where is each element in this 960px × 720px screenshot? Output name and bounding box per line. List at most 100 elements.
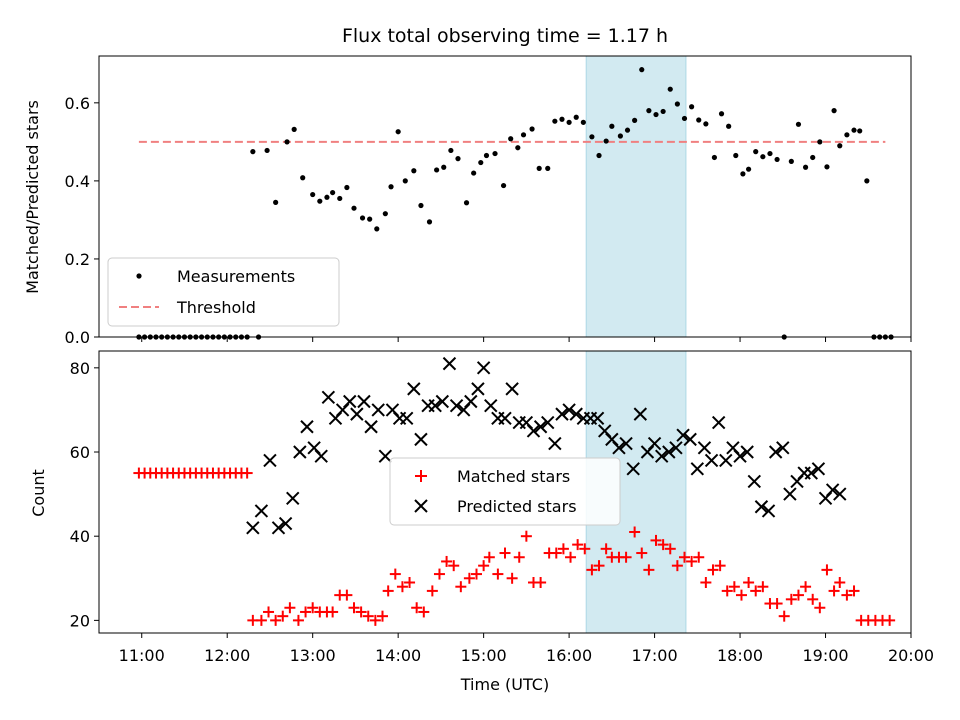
measurement-point [603,138,609,144]
measurement-point [471,170,477,176]
measurement-point [455,156,461,162]
measurement-point [529,126,535,132]
predicted-star-point [662,445,676,459]
matched-star-point [693,551,705,563]
matched-star-point [700,576,712,588]
predicted-star-point [498,411,512,426]
legend-matched-marker [415,470,427,482]
matched-star-point [807,593,819,605]
matched-star-point [355,606,367,618]
bottom-legend-box [389,457,621,526]
measurement-point [483,152,490,159]
matched-star-point [671,560,683,572]
matched-star-point [750,585,762,597]
predicted-star-point [300,420,314,434]
predicted-star-point [476,361,491,375]
legend-threshold-label: Threshold [176,298,256,317]
measurement-point [344,184,350,191]
measurement-point [273,199,279,205]
measurement-point [817,139,823,145]
predicted-star-point [747,474,762,489]
predicted-star-point [286,491,300,506]
matched-star-point [550,547,562,559]
predicted-star-point [626,462,640,476]
legend-matched-label: Matched stars [457,467,570,486]
x-axis-label: Time (UTC) [460,675,549,694]
matched-star-point [650,534,662,546]
top-legend-box [107,257,340,327]
matched-star-point [714,560,726,572]
highlight-span-rect [585,55,687,338]
x-tick-label: 20:00 [888,646,934,665]
matched-star-point [757,581,769,593]
measurement-point [746,166,752,172]
matched-star-point [800,581,812,593]
predicted-star-point [449,399,464,413]
matched-star-point [657,539,669,551]
predicted-star-point [612,441,626,455]
top-y-ticks: 0.0 0.2 0.4 0.6 [65,94,99,347]
matched-star-point [426,585,438,597]
predicted-star-point [711,415,726,430]
predicted-star-point [533,420,548,434]
matched-star-point [382,585,394,597]
matched-star-point [620,551,632,563]
measurement-point [552,118,558,124]
matched-star-point [327,606,339,618]
predicted-star-point [704,453,719,468]
measurement-point [733,152,739,159]
measurement-point [367,216,373,222]
matched-star-point [636,547,648,559]
matched-star-point [463,572,475,584]
y-tick-label: 60 [70,443,90,462]
predicted-star-point [343,394,357,409]
predicted-star-point [435,394,450,409]
measurement-point [382,211,388,217]
predicted-star-point [555,407,569,421]
matched-star-point [362,610,374,622]
measurement-point [492,150,498,157]
legend-predicted-label: Predicted stars [457,497,577,516]
measurement-point [300,175,306,181]
predicted-star-point [541,415,555,430]
matched-star-point [263,606,275,618]
measurement-point [359,215,366,221]
predicted-star-point [683,432,697,447]
predicted-star-point [768,445,783,459]
predicted-star-point [357,394,371,409]
matched-star-point [307,602,319,614]
predicted-star-point [548,436,562,451]
predicted-star-point [278,516,293,531]
predicted-star-point [754,500,769,514]
x-tick-label: 11:00 [119,646,165,665]
matched-star-point [629,526,641,538]
predicted-star-point [364,420,378,434]
matched-star-point [664,543,676,555]
predicted-star-point [321,390,336,405]
matched-star-point [255,614,267,626]
matched-star-point [828,585,840,597]
measurement-point [559,116,565,122]
chart-title: Flux total observing time = 1.17 h [342,25,668,47]
predicted-star-point [761,504,776,518]
measurement-point [402,178,408,184]
predicted-star-point [804,466,818,480]
predicted-star-point [619,436,633,451]
matched-star-point [771,598,783,610]
measurement-point [753,149,759,155]
matched-star-point [707,564,719,576]
measurement-point [667,86,673,92]
predicted-star-point [464,394,478,409]
measurement-points [136,67,894,340]
predicted-star-point [471,382,485,396]
predicted-stars-points [246,356,847,535]
measurement-point [500,182,507,189]
measurement-point [774,156,780,163]
matched-star-point [884,614,896,626]
matched-star-point [579,543,591,555]
x-tick-label: 19:00 [802,646,848,665]
measurement-point [580,119,586,125]
bottom-x-ticks: 11:00 12:00 13:00 14:00 15:00 16:00 17:00 18:00… [119,633,934,665]
matched-star-point [814,602,826,614]
matched-star-point [277,610,289,622]
